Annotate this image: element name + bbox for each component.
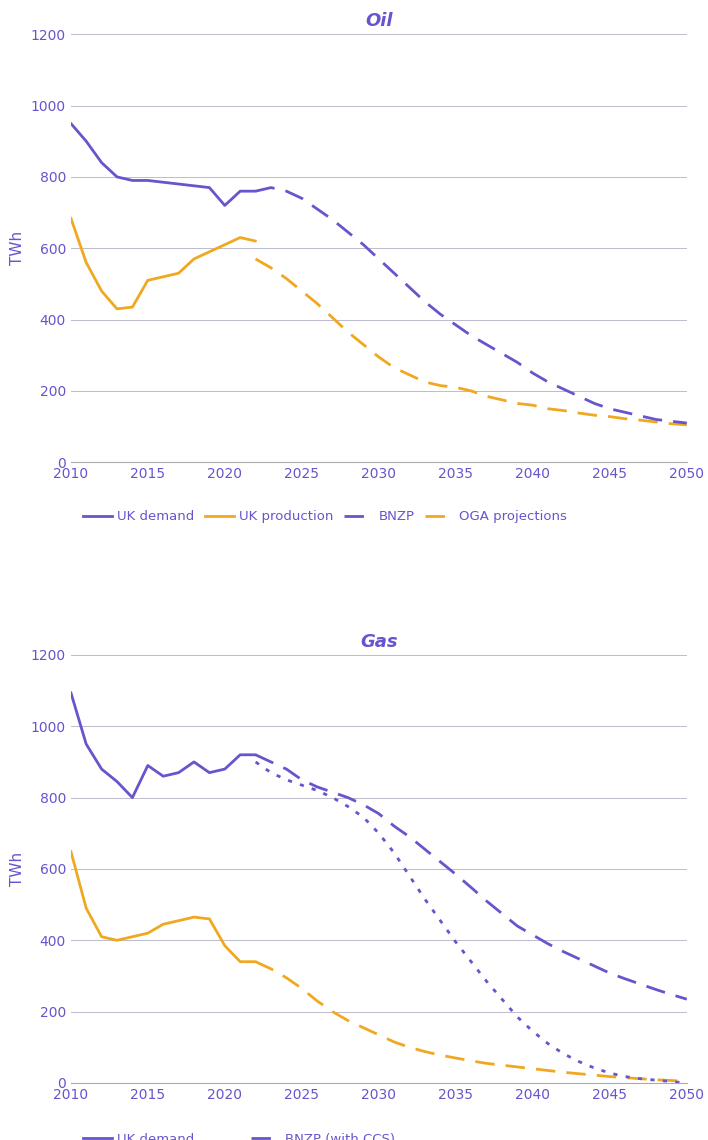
Y-axis label: TWh: TWh xyxy=(10,231,25,266)
Title: Gas: Gas xyxy=(360,633,398,651)
Title: Oil: Oil xyxy=(365,11,392,30)
Legend: UK demand, UK production, BNZP, OGA projections: UK demand, UK production, BNZP, OGA proj… xyxy=(77,505,572,529)
Legend: UK demand, UK production, BNZP (with CCS), BNZP (unabated gas use): UK demand, UK production, BNZP (with CCS… xyxy=(77,1127,460,1140)
Y-axis label: TWh: TWh xyxy=(10,852,25,886)
